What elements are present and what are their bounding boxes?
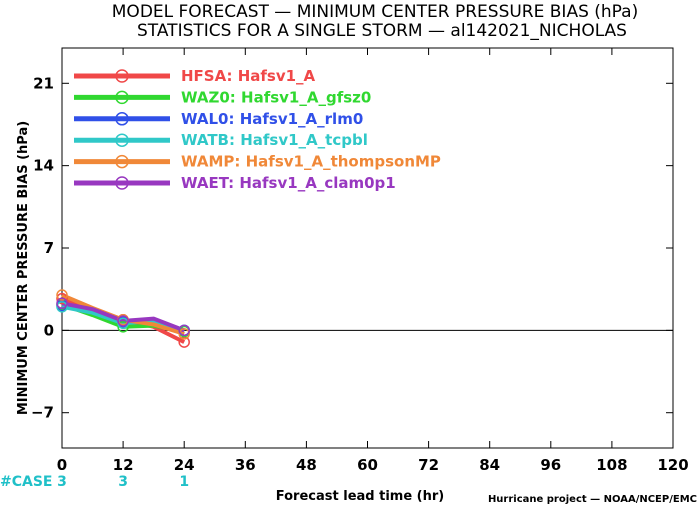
legend-label-waz0: WAZ0: Hafsv1_A_gfsz0 [181, 88, 371, 106]
data-point-waet [178, 324, 190, 337]
x-axis-label: Forecast lead time (hr) [276, 489, 444, 504]
series-lines [56, 289, 190, 348]
data-point-waet [117, 315, 129, 327]
x-tick-label: 12 [113, 456, 134, 474]
legend-marker-wal0 [115, 112, 129, 126]
x-tick-label: 0 [57, 456, 67, 474]
y-tick-label: 7 [44, 239, 54, 257]
x-tick-label: 72 [418, 456, 439, 474]
data-point-wamp [178, 328, 190, 340]
legend-marker-watb [115, 133, 129, 147]
case-count: 1 [179, 474, 189, 490]
legend-marker-wamp [115, 154, 129, 169]
x-tick-label: 36 [235, 456, 256, 474]
legend: HFSA: Hafsv1_A WAZ0: Hafsv1_A_gfsz0 WAL0: … [74, 67, 441, 192]
credit-text: Hurricane project — NOAA/NCEP/EMC [488, 494, 697, 505]
x-axis-ticks: 0 12 24 36 48 60 72 84 96 108 120 [57, 48, 689, 474]
legend-label-wal0: WAL0: Hafsv1_A_rlm0 [181, 110, 363, 128]
y-axis-label: MINIMUM CENTER PRESSURE BIAS (hPa) [16, 121, 31, 415]
series-line-waet [61, 301, 185, 333]
case-counts: #CASE 3 3 1 [0, 474, 189, 490]
y-tick-label: −7 [31, 404, 54, 422]
case-count: 3 [57, 474, 67, 490]
case-label: #CASE [0, 474, 53, 490]
x-tick-label: 108 [596, 456, 627, 474]
data-point-watb [56, 301, 68, 313]
legend-marker-hfsa [115, 69, 129, 83]
legend-label-waet: WAET: Hafsv1_A_clam0p1 [181, 174, 396, 192]
legend-label-watb: WATB: Hafsv1_A_tcpbl [181, 131, 368, 149]
x-tick-label: 24 [174, 456, 195, 474]
y-axis-ticks: −7 0 7 14 21 [31, 74, 673, 422]
legend-label-hfsa: HFSA: Hafsv1_A [181, 67, 316, 85]
y-tick-label: 21 [33, 74, 54, 92]
data-point-waet [56, 297, 68, 310]
x-tick-label: 60 [357, 456, 378, 474]
plot-frame [61, 47, 674, 449]
x-tick-label: 96 [540, 456, 561, 474]
x-tick-label: 120 [657, 456, 688, 474]
x-tick-label: 84 [479, 456, 500, 474]
y-tick-label: 14 [33, 157, 54, 175]
data-point-wamp [56, 289, 68, 301]
y-tick-label: 0 [44, 321, 54, 339]
case-count: 3 [118, 474, 128, 490]
x-tick-label: 48 [296, 456, 317, 474]
legend-marker-waz0 [115, 90, 129, 105]
chart-title-line1: MODEL FORECAST — MINIMUM CENTER PRESSURE… [112, 2, 638, 22]
legend-marker-waet [115, 176, 129, 190]
data-point-waz0 [117, 321, 129, 333]
chart-title-line2: STATISTICS FOR A SINGLE STORM — al142021… [137, 21, 627, 41]
data-point-hfsa [56, 292, 68, 305]
legend-label-wamp: WAMP: Hafsv1_A_thompsonMP [181, 153, 441, 171]
